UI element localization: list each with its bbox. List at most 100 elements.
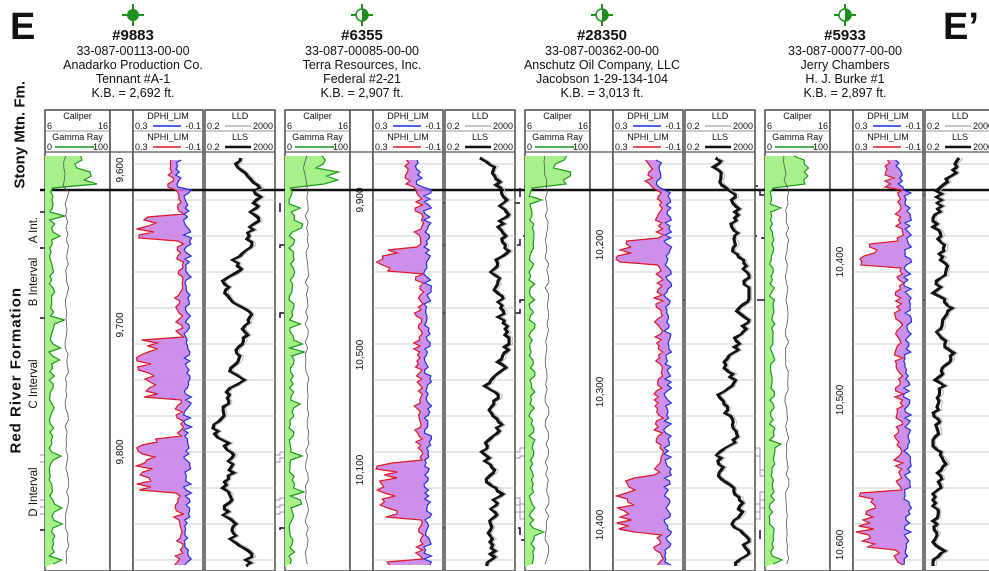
nphi-curve	[855, 159, 906, 566]
caliper-curve	[302, 155, 310, 565]
lld-scale-min: 0.2	[687, 121, 700, 131]
well-number: #28350	[576, 27, 628, 44]
lld-scale-min: 0.2	[447, 121, 460, 131]
well-name: Tennant #A-1	[95, 72, 171, 86]
oil-well-icon	[122, 4, 144, 26]
gamma-title: Gamma Ray	[772, 132, 823, 142]
lls-scale-max: 2000	[493, 142, 513, 152]
gamma-ray-curve	[287, 155, 341, 565]
well-operator: Jerry Chambers	[800, 58, 890, 72]
nphi-title: NPHI_LIM	[147, 132, 189, 142]
caliper-scale-max: 16	[338, 121, 348, 131]
caliper-scale-min: 6	[287, 121, 292, 131]
well-number: #6355	[341, 27, 383, 44]
well-header-4: #5933 33-087-00077-00-00 Jerry Chambers …	[725, 4, 965, 100]
well-name: Federal #2-21	[323, 72, 401, 86]
dphi-scale-max: -0.1	[905, 121, 921, 131]
gamma-scale-max: 100	[93, 142, 108, 152]
lls-title: LLS	[712, 132, 728, 142]
well-name: H. J. Burke #1	[805, 72, 885, 86]
well-operator: Anschutz Oil Company, LLC	[523, 58, 681, 72]
lld-curve	[934, 157, 964, 567]
lld-curve	[214, 157, 265, 567]
lld-scale-max: 2000	[973, 121, 989, 131]
log-track	[829, 109, 854, 571]
well-number: #9883	[112, 27, 154, 44]
dry-hole-icon	[591, 4, 613, 26]
depth-label: 10,300	[595, 376, 606, 407]
gamma-ray-curve	[528, 155, 572, 565]
depth-label: 10,500	[835, 384, 846, 415]
gamma-scale-min: 0	[527, 142, 532, 152]
dphi-scale-max: -0.1	[185, 121, 201, 131]
lls-scale-min: 0.2	[687, 142, 700, 152]
well-log-1	[40, 109, 280, 571]
gamma-scale-max: 100	[573, 142, 588, 152]
lls-title: LLS	[232, 132, 248, 142]
well-kb: K.B. = 2,692 ft.	[91, 86, 175, 100]
dphi-scale-min: 0.3	[375, 121, 388, 131]
lld-scale-max: 2000	[493, 121, 513, 131]
well-header-3: #28350 33-087-00362-00-00 Anschutz Oil C…	[482, 4, 722, 100]
caliper-title: Caliper	[303, 111, 332, 121]
reference-line	[40, 491, 989, 505]
well-api: 33-087-00362-00-00	[545, 44, 659, 58]
gamma-scale-min: 0	[767, 142, 772, 152]
nphi-scale-min: 0.3	[615, 142, 628, 152]
depth-label: 10,400	[595, 509, 606, 540]
dphi-scale-max: -0.1	[665, 121, 681, 131]
lls-curve	[211, 157, 265, 568]
dphi-scale-max: -0.1	[425, 121, 441, 131]
reference-line	[40, 507, 989, 520]
lld-scale-max: 2000	[733, 121, 753, 131]
porosity-crossover-fill	[136, 160, 192, 565]
gamma-ray-fill	[765, 156, 809, 567]
well-log-4	[760, 109, 989, 571]
log-track	[589, 109, 614, 571]
reference-line	[40, 455, 989, 477]
lls-curve	[479, 156, 512, 567]
log-track	[684, 109, 756, 571]
depth-label: 10,600	[835, 529, 846, 560]
lls-scale-min: 0.2	[207, 142, 220, 152]
log-track	[444, 109, 516, 571]
lld-scale-min: 0.2	[927, 121, 940, 131]
nphi-title: NPHI_LIM	[387, 132, 429, 142]
correlation-line	[40, 527, 989, 541]
well-operator: Anadarko Production Co.	[63, 58, 203, 72]
dphi-curve	[655, 159, 673, 566]
lld-curve	[716, 157, 753, 567]
caliper-title: Caliper	[63, 111, 92, 121]
dry-hole-icon	[351, 4, 373, 26]
caliper-scale-min: 6	[527, 121, 532, 131]
lls-curve	[929, 157, 961, 566]
well-header-2: #6355 33-087-00085-00-00 Terra Resources…	[242, 4, 482, 100]
nphi-curve	[614, 159, 665, 566]
well-kb: K.B. = 2,897 ft.	[803, 86, 887, 100]
dry-hole-icon	[834, 4, 856, 26]
depth-label: 10,400	[835, 246, 846, 277]
nphi-scale-min: 0.3	[375, 142, 388, 152]
lld-title: LLD	[232, 111, 249, 121]
caliper-scale-max: 16	[98, 121, 108, 131]
well-header-1: #9883 33-087-00113-00-00 Anadarko Produc…	[13, 4, 253, 100]
gamma-title: Gamma Ray	[52, 132, 103, 142]
caliper-curve	[62, 155, 70, 565]
well-api: 33-087-00077-00-00	[788, 44, 902, 58]
correlation-line	[40, 299, 989, 319]
nphi-title: NPHI_LIM	[627, 132, 669, 142]
porosity-crossover-fill	[856, 160, 912, 565]
lls-scale-min: 0.2	[927, 142, 940, 152]
dphi-title: DPHI_LIM	[387, 111, 429, 121]
well-log-3	[520, 109, 760, 571]
caliper-curve	[543, 155, 550, 565]
depth-label: 9,700	[115, 312, 126, 337]
gamma-scale-min: 0	[287, 142, 292, 152]
lld-curve	[482, 157, 514, 567]
gamma-scale-min: 0	[47, 142, 52, 152]
gamma-title: Gamma Ray	[532, 132, 583, 142]
dphi-title: DPHI_LIM	[627, 111, 669, 121]
well-operator: Terra Resources, Inc.	[302, 58, 422, 72]
lls-scale-min: 0.2	[447, 142, 460, 152]
